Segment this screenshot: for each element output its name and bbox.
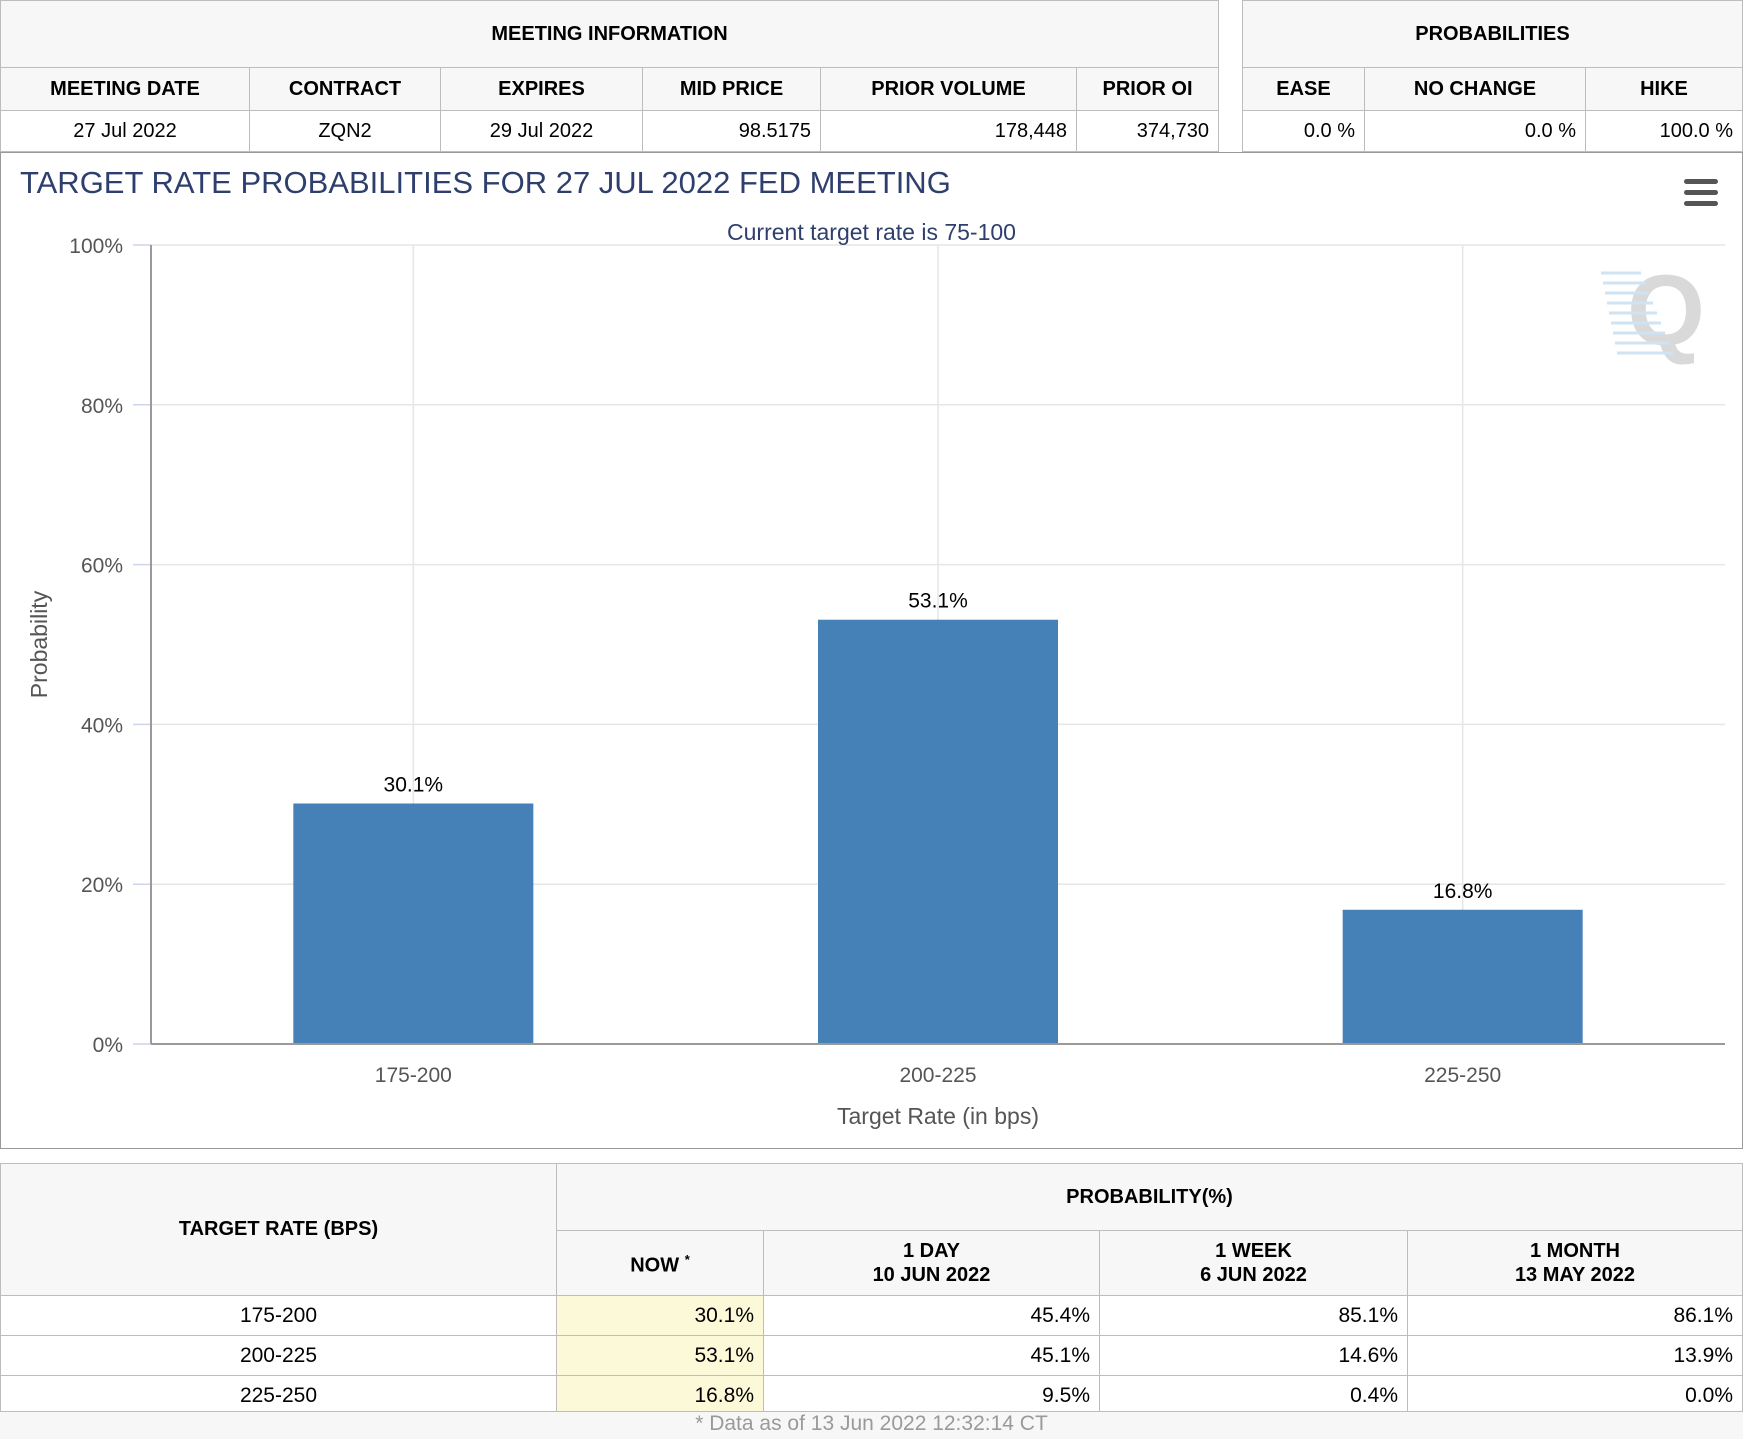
- expires-value: 29 Jul 2022: [440, 110, 643, 152]
- contract-value: ZQN2: [249, 110, 441, 152]
- col-meeting-date: MEETING DATE: [0, 67, 250, 111]
- bar-data-label: 30.1%: [384, 774, 444, 797]
- table-row: 200-225 53.1% 45.1% 14.6% 13.9%: [0, 1335, 1743, 1376]
- prior-oi-value: 374,730: [1076, 110, 1219, 152]
- col-contract: CONTRACT: [249, 67, 441, 111]
- probability-header: PROBABILITY(%): [556, 1163, 1743, 1231]
- table-row: 175-200 30.1% 45.4% 85.1% 86.1%: [0, 1295, 1743, 1336]
- meeting-information-table: MEETING INFORMATION MEETING DATE CONTRAC…: [0, 0, 1219, 152]
- month-cell: 86.1%: [1407, 1295, 1743, 1336]
- day-cell: 9.5%: [763, 1375, 1100, 1416]
- bar-data-label: 53.1%: [908, 590, 968, 613]
- col-1-week-date: 6 JUN 2022: [1200, 1264, 1307, 1286]
- col-1-month-date: 13 MAY 2022: [1514, 1264, 1636, 1286]
- hike-value: 100.0 %: [1585, 110, 1743, 152]
- bar: [818, 619, 1058, 1044]
- week-cell: 14.6%: [1099, 1335, 1408, 1376]
- probability-history-table: TARGET RATE (BPS) PROBABILITY(%) NOW * 1…: [0, 1163, 1743, 1416]
- prior-volume-value: 178,448: [820, 110, 1077, 152]
- mid-price-value: 98.5175: [642, 110, 821, 152]
- chart-svg: Q0%20%40%60%80%100%30.1%175-20053.1%200-…: [26, 235, 1725, 1129]
- chart-title: TARGET RATE PROBABILITIES FOR 27 JUL 202…: [20, 165, 951, 200]
- bar: [293, 803, 534, 1044]
- col-1-week: 1 WEEK 6 JUN 2022: [1099, 1230, 1408, 1296]
- y-tick-label: 100%: [69, 235, 123, 258]
- col-1-day: 1 DAY 10 JUN 2022: [763, 1230, 1100, 1296]
- week-cell: 85.1%: [1099, 1295, 1408, 1336]
- meeting-information-header: MEETING INFORMATION: [0, 0, 1219, 68]
- week-cell: 0.4%: [1099, 1375, 1408, 1416]
- now-cell: 53.1%: [556, 1335, 764, 1376]
- rate-cell: 225-250: [0, 1375, 557, 1416]
- y-tick-label: 40%: [81, 714, 123, 737]
- col-1-month-label: 1 MONTH: [1530, 1240, 1620, 1262]
- now-cell: 30.1%: [556, 1295, 764, 1336]
- col-now: NOW *: [556, 1230, 764, 1296]
- meeting-date-value: 27 Jul 2022: [0, 110, 250, 152]
- col-expires: EXPIRES: [440, 67, 643, 111]
- x-tick-label: 200-225: [899, 1064, 976, 1087]
- data-timestamp-footnote: * Data as of 13 Jun 2022 12:32:14 CT: [0, 1411, 1743, 1439]
- col-1-day-date: 10 JUN 2022: [872, 1264, 991, 1286]
- rate-cell: 175-200: [0, 1295, 557, 1336]
- day-cell: 45.4%: [763, 1295, 1100, 1336]
- probabilities-table: PROBABILITIES EASE NO CHANGE HIKE 0.0 % …: [1242, 0, 1743, 152]
- now-asterisk: *: [684, 1252, 690, 1268]
- rate-cell: 200-225: [0, 1335, 557, 1376]
- col-1-day-label: 1 DAY: [902, 1240, 961, 1262]
- now-cell: 16.8%: [556, 1375, 764, 1416]
- x-tick-label: 175-200: [375, 1064, 452, 1087]
- chart-panel: Q 0% 20% 40% 60% 80% 100% 30.1% 175-200 53.1% 200-…: [0, 152, 1743, 1149]
- bar: [1342, 909, 1583, 1044]
- x-axis-title: Target Rate (in bps): [837, 1103, 1039, 1129]
- bar-data-label: 16.8%: [1433, 880, 1493, 903]
- month-cell: 0.0%: [1407, 1375, 1743, 1416]
- no-change-value: 0.0 %: [1364, 110, 1586, 152]
- y-tick-label: 0%: [93, 1034, 123, 1057]
- chart-subtitle: Current target rate is 75-100: [727, 219, 1016, 245]
- now-label: NOW: [630, 1254, 680, 1277]
- x-tick-label: 225-250: [1424, 1064, 1501, 1087]
- hamburger-menu-icon[interactable]: [1684, 179, 1718, 207]
- col-no-change: NO CHANGE: [1364, 67, 1586, 111]
- y-tick-label: 80%: [81, 395, 123, 418]
- y-tick-label: 60%: [81, 555, 123, 578]
- y-tick-label: 20%: [81, 874, 123, 897]
- day-cell: 45.1%: [763, 1335, 1100, 1376]
- col-prior-volume: PRIOR VOLUME: [820, 67, 1077, 111]
- col-1-month: 1 MONTH 13 MAY 2022: [1407, 1230, 1743, 1296]
- target-rate-header: TARGET RATE (BPS): [0, 1163, 557, 1296]
- col-hike: HIKE: [1585, 67, 1743, 111]
- ease-value: 0.0 %: [1242, 110, 1365, 152]
- month-cell: 13.9%: [1407, 1335, 1743, 1376]
- y-axis-title: Probability: [26, 590, 52, 698]
- table-row: 225-250 16.8% 9.5% 0.4% 0.0%: [0, 1375, 1743, 1416]
- col-mid-price: MID PRICE: [642, 67, 821, 111]
- probabilities-header: PROBABILITIES: [1242, 0, 1743, 68]
- col-1-week-label: 1 WEEK: [1215, 1240, 1292, 1262]
- col-ease: EASE: [1242, 67, 1365, 111]
- col-prior-oi: PRIOR OI: [1076, 67, 1219, 111]
